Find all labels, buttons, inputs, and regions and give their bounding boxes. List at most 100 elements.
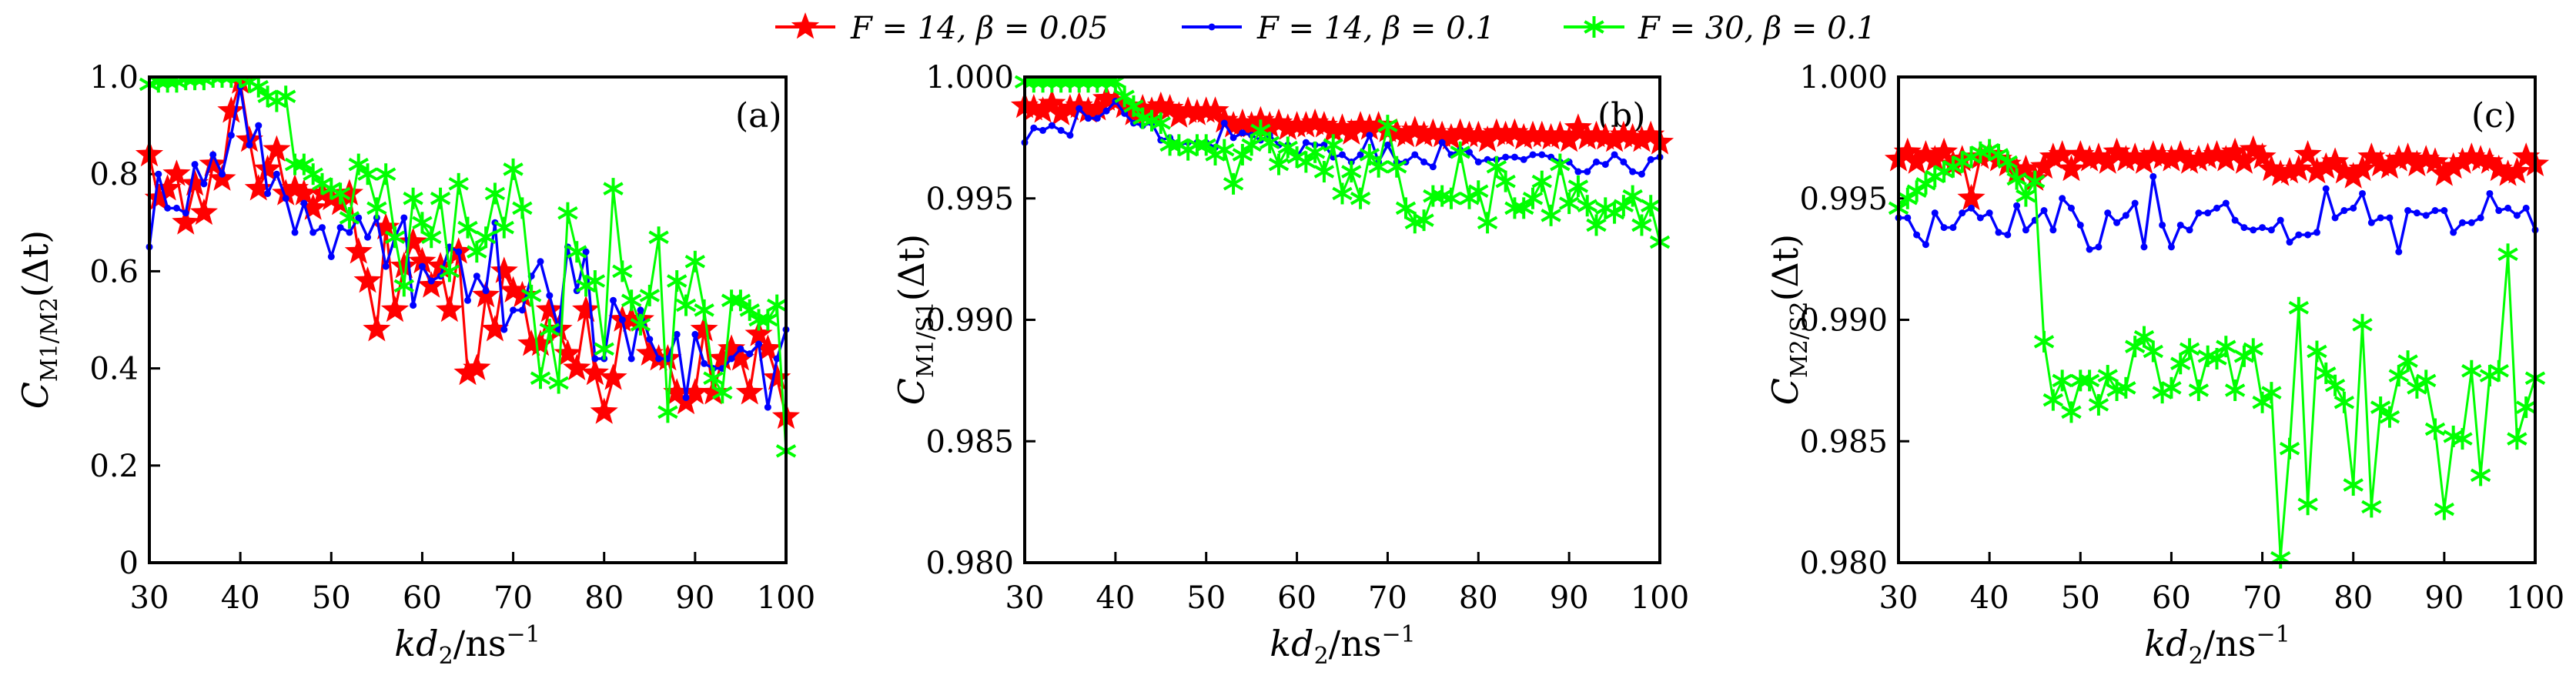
asterisk-stroke bbox=[348, 157, 369, 172]
dot-marker bbox=[1066, 132, 1074, 139]
x-tick-label: 80 bbox=[2333, 580, 2373, 616]
star-marker bbox=[2248, 142, 2277, 169]
asterisk-marker bbox=[2370, 396, 2391, 419]
asterisk-marker bbox=[1997, 151, 2018, 173]
dot-marker bbox=[2240, 224, 2248, 232]
dot-marker bbox=[2295, 231, 2303, 239]
plot-area bbox=[1884, 135, 2550, 569]
series-asterisk bbox=[1888, 139, 2546, 569]
x-tick-label: 40 bbox=[221, 580, 260, 616]
dot-marker bbox=[1538, 151, 1546, 159]
asterisk-stroke bbox=[1550, 157, 1571, 172]
dot-marker bbox=[2477, 214, 2484, 222]
asterisk-stroke bbox=[758, 313, 778, 327]
asterisk-stroke bbox=[2079, 373, 2100, 388]
asterisk-stroke bbox=[1459, 192, 1480, 206]
asterisk-marker bbox=[657, 401, 678, 423]
panel-b: (b) CM1/S1(Δt) kd2/ns−1 30 40 50 60 70 80 90 10… bbox=[891, 60, 1689, 670]
asterisk-marker bbox=[2297, 493, 2318, 516]
asterisk-stroke bbox=[767, 298, 788, 313]
asterisk-stroke bbox=[739, 303, 760, 317]
star-marker bbox=[699, 378, 728, 405]
star-marker bbox=[2076, 145, 2104, 172]
x-title-main: kd bbox=[394, 623, 438, 664]
star-marker bbox=[1930, 137, 1959, 165]
asterisk-marker bbox=[2343, 474, 2364, 496]
dot-marker bbox=[673, 330, 681, 338]
star-marker bbox=[408, 246, 437, 274]
star-marker bbox=[1065, 91, 1093, 119]
star-marker bbox=[2339, 162, 2367, 189]
series-star bbox=[1010, 84, 1674, 155]
asterisk-stroke bbox=[1223, 177, 1244, 191]
dot-marker bbox=[427, 277, 435, 285]
star-marker bbox=[2012, 154, 2040, 182]
asterisk-marker bbox=[248, 75, 269, 98]
asterisk-stroke bbox=[2407, 381, 2427, 395]
star-marker bbox=[372, 212, 400, 239]
asterisk-stroke bbox=[612, 264, 633, 279]
dot-marker bbox=[2413, 209, 2420, 217]
asterisk-marker bbox=[703, 367, 724, 389]
asterisk-stroke bbox=[1522, 192, 1544, 206]
star-marker bbox=[1219, 111, 1248, 138]
asterisk-stroke bbox=[1159, 138, 1180, 152]
dot-marker bbox=[2122, 212, 2129, 219]
asterisk-stroke bbox=[1486, 160, 1507, 174]
asterisk-stroke bbox=[1586, 218, 1607, 232]
asterisk-marker bbox=[2279, 437, 2300, 460]
asterisk-stroke bbox=[475, 230, 497, 244]
asterisk-stroke bbox=[2488, 364, 2509, 378]
dot-marker bbox=[309, 229, 317, 236]
asterisk-stroke bbox=[248, 79, 269, 94]
asterisk-stroke bbox=[567, 245, 587, 259]
dot-marker bbox=[172, 204, 180, 212]
dot-marker bbox=[273, 170, 280, 178]
asterisk-marker bbox=[1323, 134, 1343, 156]
dot-marker bbox=[1357, 151, 1364, 159]
asterisk-marker bbox=[630, 313, 651, 336]
asterisk-marker bbox=[612, 260, 633, 282]
star-marker bbox=[2448, 147, 2477, 174]
asterisk-stroke bbox=[684, 255, 706, 269]
asterisk-stroke bbox=[303, 167, 323, 181]
asterisk-stroke bbox=[712, 386, 733, 400]
asterisk-stroke bbox=[276, 89, 296, 103]
star-marker bbox=[563, 353, 591, 380]
star-marker bbox=[390, 252, 418, 279]
dot-marker bbox=[1913, 231, 1921, 239]
x-tick-label: 40 bbox=[1970, 580, 2009, 616]
asterisk-stroke bbox=[1114, 89, 1135, 103]
asterisk-stroke bbox=[2443, 430, 2464, 443]
dot-marker bbox=[764, 403, 771, 411]
dot-marker bbox=[1968, 204, 1975, 212]
dot-marker bbox=[1940, 224, 1948, 232]
asterisk-marker bbox=[1558, 192, 1580, 215]
star-marker bbox=[1491, 120, 1520, 148]
asterisk-stroke bbox=[621, 293, 642, 307]
star-marker bbox=[1256, 111, 1284, 138]
dot-marker bbox=[155, 170, 162, 178]
asterisk-marker bbox=[1495, 170, 1516, 192]
star-marker bbox=[2375, 152, 2404, 179]
dot-marker bbox=[1949, 224, 1957, 232]
x-title-unit: /ns bbox=[1329, 623, 1382, 664]
dot-marker bbox=[691, 330, 699, 338]
star-marker bbox=[2166, 140, 2195, 167]
dot-marker bbox=[200, 180, 208, 188]
dot-marker bbox=[2267, 226, 2275, 234]
asterisk-marker bbox=[1531, 170, 1552, 192]
dot-marker bbox=[346, 229, 353, 236]
y-tick-label: 0.6 bbox=[89, 254, 139, 289]
asterisk-stroke bbox=[1514, 201, 1534, 216]
x-tick-label: 60 bbox=[403, 580, 442, 616]
star-marker bbox=[2494, 159, 2522, 186]
asterisk-marker bbox=[330, 182, 351, 205]
star-marker bbox=[463, 353, 491, 380]
asterisk-stroke bbox=[657, 405, 678, 420]
asterisk-stroke bbox=[512, 201, 533, 216]
asterisk-stroke bbox=[530, 371, 551, 385]
star-marker bbox=[726, 344, 754, 371]
dot-marker bbox=[2377, 214, 2384, 222]
star-marker bbox=[2403, 149, 2431, 176]
